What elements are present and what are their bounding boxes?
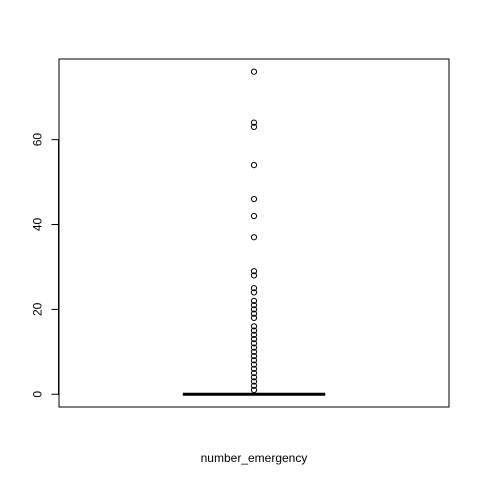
outlier-point	[250, 195, 258, 203]
outlier-point	[250, 302, 258, 309]
outlier-point	[250, 335, 258, 343]
outlier-point	[250, 374, 258, 381]
outlier-point	[250, 306, 258, 313]
outlier-point	[250, 382, 258, 389]
outlier-point	[250, 123, 258, 131]
outlier-point	[250, 289, 258, 296]
outlier-point	[250, 314, 258, 321]
outlier-point	[250, 365, 258, 372]
x-axis-label: number_emergency	[201, 451, 308, 465]
outlier-point	[250, 352, 258, 360]
outlier-point	[250, 348, 258, 355]
outlier-point	[250, 161, 258, 169]
outlier-point	[250, 386, 258, 394]
outlier-point	[250, 234, 258, 241]
outlier-point	[250, 327, 258, 334]
outlier-point	[250, 323, 258, 330]
outlier-point	[250, 268, 258, 275]
outlier-point	[250, 369, 258, 377]
y-axis: 0 20 40 60	[31, 133, 59, 398]
outlier-point	[250, 357, 258, 364]
outlier-point	[250, 340, 258, 347]
y-tick-label: 40	[31, 218, 45, 232]
y-tick-label: 0	[31, 391, 45, 398]
outlier-point	[250, 331, 258, 338]
outlier-point	[250, 285, 258, 292]
outlier-point	[250, 361, 258, 368]
outlier-point	[250, 272, 258, 279]
y-tick-label: 60	[31, 133, 45, 147]
outlier-point	[250, 119, 258, 126]
outlier-group	[250, 68, 258, 394]
y-tick-label: 20	[31, 302, 45, 316]
outlier-point	[250, 68, 258, 75]
outlier-point	[250, 344, 258, 351]
outlier-point	[250, 212, 258, 220]
outlier-point	[250, 297, 258, 305]
outlier-point	[250, 378, 258, 385]
outlier-point	[250, 310, 258, 317]
